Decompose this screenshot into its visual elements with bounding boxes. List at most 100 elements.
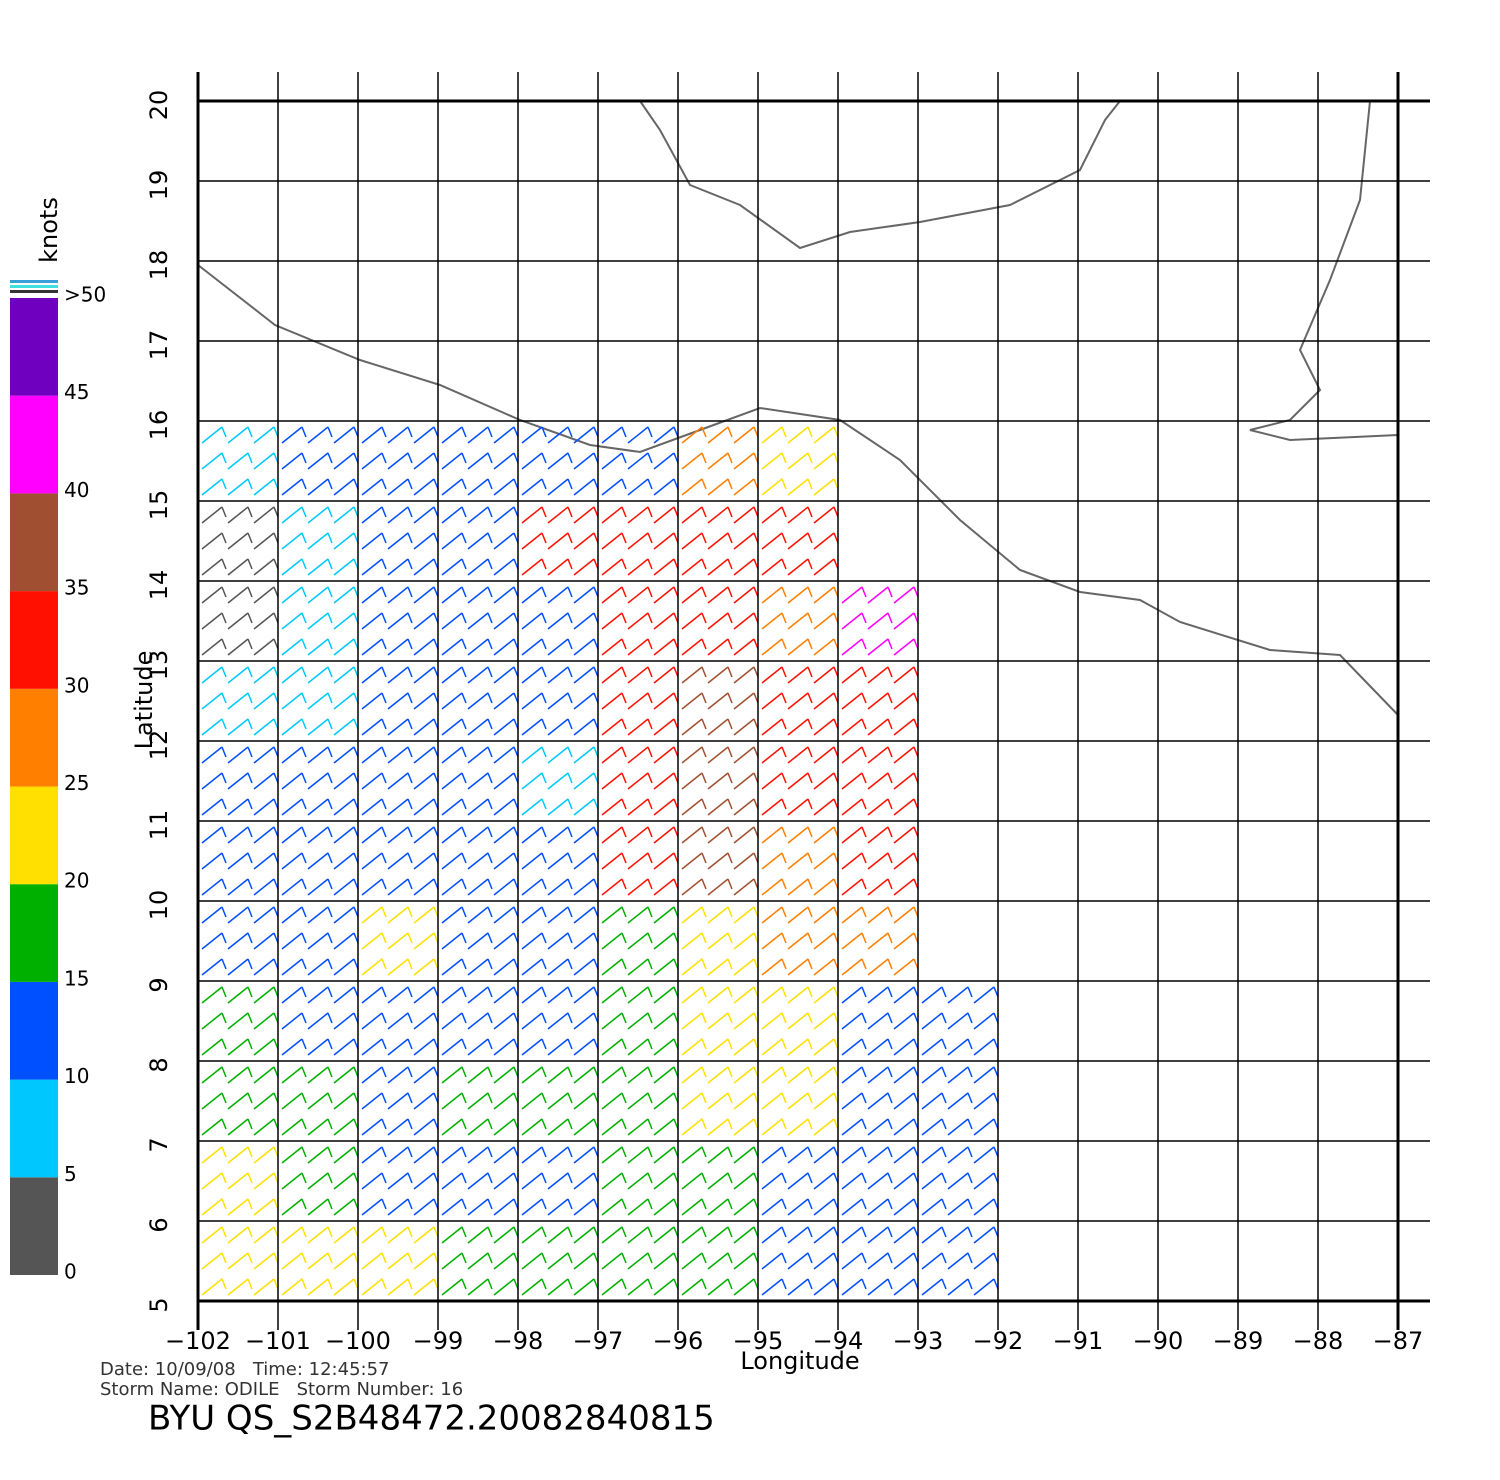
barb-staff bbox=[441, 986, 463, 1004]
barb-staff bbox=[547, 1226, 569, 1244]
barb-staff bbox=[787, 506, 809, 524]
barb-feather bbox=[781, 906, 787, 918]
barb-staff bbox=[547, 826, 569, 844]
barb-feather bbox=[701, 878, 707, 890]
barb-feather bbox=[541, 586, 547, 598]
barb-staff bbox=[413, 1278, 435, 1296]
barb-staff bbox=[441, 478, 463, 496]
barb-staff bbox=[253, 1066, 275, 1084]
colorbar-segment bbox=[10, 981, 58, 1080]
barb-feather bbox=[887, 852, 893, 864]
barb-staff bbox=[601, 718, 623, 736]
barb-feather bbox=[807, 506, 813, 518]
barb-feather bbox=[567, 478, 573, 490]
barb-feather bbox=[621, 1118, 627, 1130]
barb-feather bbox=[781, 986, 787, 998]
barb-feather bbox=[301, 878, 307, 890]
barb-staff bbox=[627, 1198, 649, 1216]
barb-feather bbox=[221, 426, 227, 438]
barb-feather bbox=[541, 932, 547, 944]
barb-staff bbox=[841, 1198, 863, 1216]
barb-feather bbox=[807, 986, 813, 998]
barb-staff bbox=[521, 532, 543, 550]
wind-barb bbox=[601, 746, 679, 816]
barb-feather bbox=[807, 478, 813, 490]
barb-staff bbox=[227, 1092, 249, 1110]
barb-feather bbox=[487, 1066, 493, 1078]
barb-staff bbox=[761, 666, 783, 684]
barb-staff bbox=[201, 1172, 223, 1190]
wind-barb bbox=[521, 1146, 599, 1216]
barb-feather bbox=[621, 638, 627, 650]
barb-staff bbox=[547, 532, 569, 550]
barb-feather bbox=[567, 1172, 573, 1184]
barb-staff bbox=[813, 558, 835, 576]
barb-staff bbox=[227, 1278, 249, 1296]
barb-staff bbox=[441, 826, 463, 844]
barb-feather bbox=[407, 852, 413, 864]
barb-staff bbox=[493, 772, 515, 790]
barb-staff bbox=[573, 798, 595, 816]
barb-feather bbox=[887, 1172, 893, 1184]
barb-staff bbox=[573, 452, 595, 470]
barb-feather bbox=[381, 1278, 387, 1290]
barb-feather bbox=[461, 718, 467, 730]
barb-feather bbox=[461, 532, 467, 544]
barb-feather bbox=[301, 426, 307, 438]
barb-feather bbox=[861, 958, 867, 970]
barb-feather bbox=[487, 932, 493, 944]
barb-staff bbox=[493, 426, 515, 444]
barb-staff bbox=[253, 1198, 275, 1216]
barb-feather bbox=[647, 692, 653, 704]
wind-barb bbox=[521, 666, 599, 736]
barb-feather bbox=[301, 612, 307, 624]
barb-staff bbox=[307, 1012, 329, 1030]
barb-staff bbox=[281, 878, 303, 896]
barb-feather bbox=[541, 452, 547, 464]
barb-feather bbox=[407, 1226, 413, 1238]
barb-staff bbox=[307, 1118, 329, 1136]
barb-staff bbox=[601, 1198, 623, 1216]
y-tick-label: 5 bbox=[145, 1297, 173, 1312]
wind-barb bbox=[201, 506, 279, 576]
barb-staff bbox=[653, 1038, 675, 1056]
barb-staff bbox=[493, 1278, 515, 1296]
barb-staff bbox=[841, 1012, 863, 1030]
barb-staff bbox=[281, 852, 303, 870]
barb-staff bbox=[627, 426, 649, 444]
barb-feather bbox=[381, 826, 387, 838]
barb-staff bbox=[201, 1012, 223, 1030]
x-tick-label: −89 bbox=[1213, 1327, 1264, 1355]
wind-barb bbox=[521, 826, 599, 896]
barb-staff bbox=[441, 906, 463, 924]
barb-feather bbox=[221, 958, 227, 970]
barb-feather bbox=[861, 612, 867, 624]
barb-feather bbox=[647, 452, 653, 464]
barb-feather bbox=[381, 452, 387, 464]
barb-staff bbox=[201, 1146, 223, 1164]
barb-staff bbox=[253, 666, 275, 684]
barb-staff bbox=[493, 1226, 515, 1244]
barb-staff bbox=[681, 718, 703, 736]
barb-staff bbox=[867, 718, 889, 736]
wind-barb bbox=[361, 1146, 439, 1216]
barb-feather bbox=[461, 586, 467, 598]
colorbar-segment bbox=[10, 591, 58, 689]
wind-barb bbox=[441, 986, 519, 1056]
barb-staff bbox=[947, 1118, 969, 1136]
barb-feather bbox=[461, 746, 467, 758]
barb-staff bbox=[413, 558, 435, 576]
barb-staff bbox=[467, 532, 489, 550]
barb-staff bbox=[893, 772, 915, 790]
barb-staff bbox=[307, 772, 329, 790]
barb-staff bbox=[307, 586, 329, 604]
barb-staff bbox=[733, 478, 755, 496]
barb-feather bbox=[567, 986, 573, 998]
barb-feather bbox=[861, 638, 867, 650]
y-tick-label: 15 bbox=[145, 490, 173, 521]
barb-staff bbox=[387, 1198, 409, 1216]
barb-feather bbox=[407, 638, 413, 650]
barb-staff bbox=[201, 692, 223, 710]
barb-staff bbox=[733, 826, 755, 844]
barb-staff bbox=[761, 746, 783, 764]
